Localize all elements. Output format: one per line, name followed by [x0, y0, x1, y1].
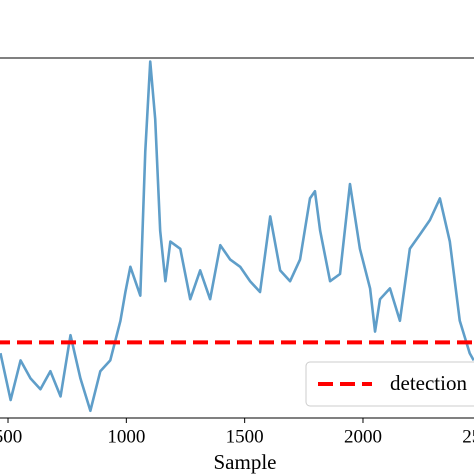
- x-tick-label: 500: [0, 426, 22, 447]
- data-line: [0, 60, 474, 413]
- plot-frame: [0, 57, 474, 419]
- x-tick-label: 1500: [226, 426, 264, 447]
- x-axis-label: Sample: [214, 450, 277, 474]
- x-tick-label: 2500: [462, 426, 474, 447]
- x-tick-label: 1000: [107, 426, 145, 447]
- x-tick-label: 2000: [344, 426, 382, 447]
- legend-label: detection: [390, 371, 467, 395]
- legend-box: [305, 361, 474, 407]
